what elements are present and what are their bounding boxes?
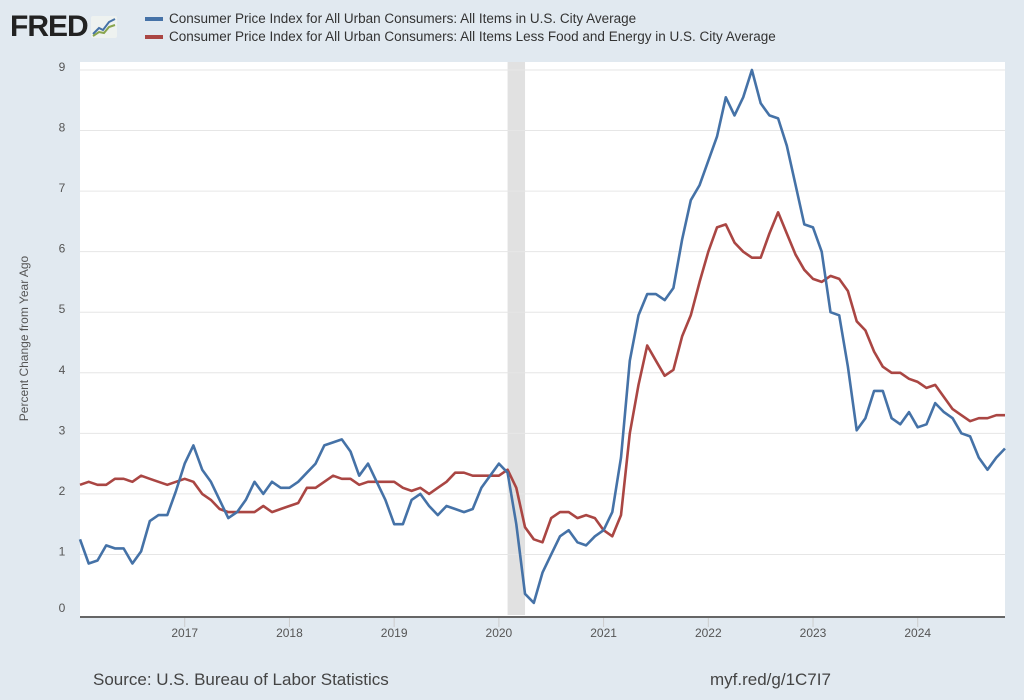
y-tick-label: 5	[59, 302, 66, 316]
x-tick-label: 2017	[171, 626, 198, 640]
legend-swatch-red	[145, 35, 163, 39]
y-tick-label: 2	[59, 484, 66, 498]
x-tick-label: 2023	[800, 626, 827, 640]
y-tick-label: 4	[59, 363, 66, 377]
y-tick-label: 1	[59, 544, 66, 558]
x-tick-label: 2024	[904, 626, 931, 640]
x-tick-label: 2020	[486, 626, 513, 640]
x-tick-label: 2022	[695, 626, 722, 640]
y-axis-label: Percent Change from Year Ago	[17, 255, 31, 421]
y-tick-label: 7	[59, 181, 66, 195]
y-tick-label: 8	[59, 121, 66, 135]
short-link[interactable]: myf.red/g/1C7I7	[710, 670, 831, 689]
y-tick-label: 3	[59, 423, 66, 437]
y-tick-label: 9	[59, 60, 66, 74]
fred-logo-chart-icon	[90, 16, 117, 38]
series-line-2	[79, 211, 1005, 544]
fred-logo-text: FRED	[10, 10, 89, 43]
fred-logo[interactable]: FRED	[10, 10, 117, 44]
legend-label: Consumer Price Index for All Urban Consu…	[169, 11, 637, 26]
x-tick-label: 2019	[381, 626, 408, 640]
legend-swatch-blue	[145, 17, 163, 21]
y-tick-label: 0	[59, 601, 66, 615]
series-line-1	[78, 68, 1006, 605]
legend-label: Consumer Price Index for All Urban Consu…	[169, 29, 776, 44]
source-text: Source: U.S. Bureau of Labor Statistics	[93, 670, 389, 689]
legend-item-cpi-all-items[interactable]: Consumer Price Index for All Urban Consu…	[145, 10, 776, 28]
plot-area	[80, 62, 1005, 618]
x-tick-label: 2018	[276, 626, 303, 640]
legend-item-cpi-core[interactable]: Consumer Price Index for All Urban Consu…	[145, 28, 776, 46]
x-tick-label: 2021	[590, 626, 617, 640]
legend: Consumer Price Index for All Urban Consu…	[145, 10, 776, 46]
y-tick-label: 6	[59, 242, 66, 256]
